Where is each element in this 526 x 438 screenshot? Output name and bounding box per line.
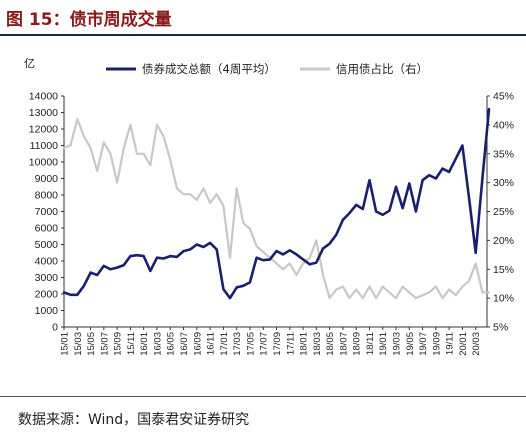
x-tick-label: 16/09 [192, 332, 203, 356]
x-tick-label: 20/03 [471, 332, 482, 356]
x-tick-label: 15/09 [113, 332, 124, 356]
x-tick-label: 19/01 [378, 332, 389, 356]
x-tick-label: 18/03 [312, 332, 323, 356]
x-tick-label: 19/07 [418, 332, 429, 356]
x-tick-label: 20/01 [458, 332, 469, 356]
x-tick-label: 17/05 [245, 332, 256, 356]
right-tick-label: 45% [493, 91, 514, 103]
x-tick-label: 15/01 [60, 332, 71, 356]
left-tick-label: 3000 [35, 272, 59, 284]
y-axis-unit: 亿 [24, 57, 35, 70]
left-axis-ticks: 0 1000 2000 3000 4000 5000 6000 7000 8000 9000 100… [29, 91, 64, 334]
x-tick-label: 16/07 [179, 332, 190, 356]
x-tick-label: 15/07 [99, 332, 110, 356]
x-tick-label: 17/11 [285, 332, 296, 355]
left-tick-label: 7000 [35, 206, 59, 218]
series-lines [62, 107, 491, 300]
right-tick-label: 20% [493, 235, 514, 247]
x-tick-label: 17/03 [232, 332, 243, 356]
x-tick-label: 19/11 [445, 332, 456, 355]
x-tick-label: 19/05 [405, 332, 416, 356]
left-tick-label: 8000 [35, 190, 59, 202]
left-tick-label: 0 [52, 322, 58, 334]
right-tick-label: 30% [493, 177, 514, 189]
x-tick-label: 16/05 [166, 332, 177, 356]
source-note: 数据来源：Wind，国泰君安证券研究 [18, 412, 250, 428]
left-tick-label: 6000 [35, 223, 59, 235]
credit-share-line [62, 117, 491, 300]
x-tick-label: 16/01 [139, 332, 150, 356]
x-axis-ticks: 15/01 15/03 15/05 15/07 15/09 15/11 16/01 16/03… [60, 327, 482, 356]
right-tick-label: 5% [493, 322, 508, 334]
right-tick-label: 15% [493, 264, 514, 276]
right-tick-label: 10% [493, 293, 514, 305]
x-tick-label: 16/11 [206, 332, 217, 355]
x-tick-label: 15/11 [126, 332, 137, 355]
left-tick-label: 12000 [29, 124, 58, 136]
left-tick-label: 1000 [35, 305, 59, 317]
x-tick-label: 18/11 [365, 332, 376, 355]
left-tick-label: 13000 [29, 107, 58, 119]
axes [63, 96, 488, 328]
legend-label-volume: 债券成交总额（4周平均） [142, 62, 276, 76]
left-tick-label: 9000 [35, 173, 59, 185]
x-tick-label: 17/07 [259, 332, 270, 356]
right-tick-label: 40% [493, 119, 514, 131]
volume-line [62, 107, 491, 300]
x-tick-label: 18/09 [352, 332, 363, 356]
right-tick-label: 25% [493, 206, 514, 218]
left-tick-label: 5000 [35, 239, 59, 251]
x-tick-label: 15/05 [86, 332, 97, 356]
footer-divider [0, 396, 526, 397]
x-tick-label: 16/03 [152, 332, 163, 356]
left-tick-label: 14000 [29, 91, 58, 103]
left-tick-label: 10000 [29, 157, 58, 169]
legend-label-credit-share: 信用债占比（右） [336, 62, 428, 76]
legend: 债券成交总额（4周平均） 信用债占比（右） [106, 62, 428, 76]
x-tick-label: 17/01 [219, 332, 230, 356]
x-tick-label: 18/07 [338, 332, 349, 356]
x-tick-label: 15/03 [73, 332, 84, 356]
figure-title: 图 15：债市周成交量 [6, 10, 172, 30]
x-tick-label: 17/09 [272, 332, 283, 356]
left-tick-label: 11000 [30, 140, 59, 152]
x-tick-label: 19/09 [431, 332, 442, 356]
right-axis-ticks: 5% 10% 15% 20% 25% 30% 35% 40% 45% [487, 91, 514, 334]
left-tick-label: 2000 [35, 289, 59, 301]
left-tick-label: 4000 [35, 256, 59, 268]
x-tick-label: 18/05 [325, 332, 336, 356]
right-tick-label: 35% [493, 148, 514, 160]
x-tick-label: 18/01 [299, 332, 310, 356]
x-tick-label: 19/03 [392, 332, 403, 356]
title-bar: 图 15：债市周成交量 [0, 0, 526, 36]
